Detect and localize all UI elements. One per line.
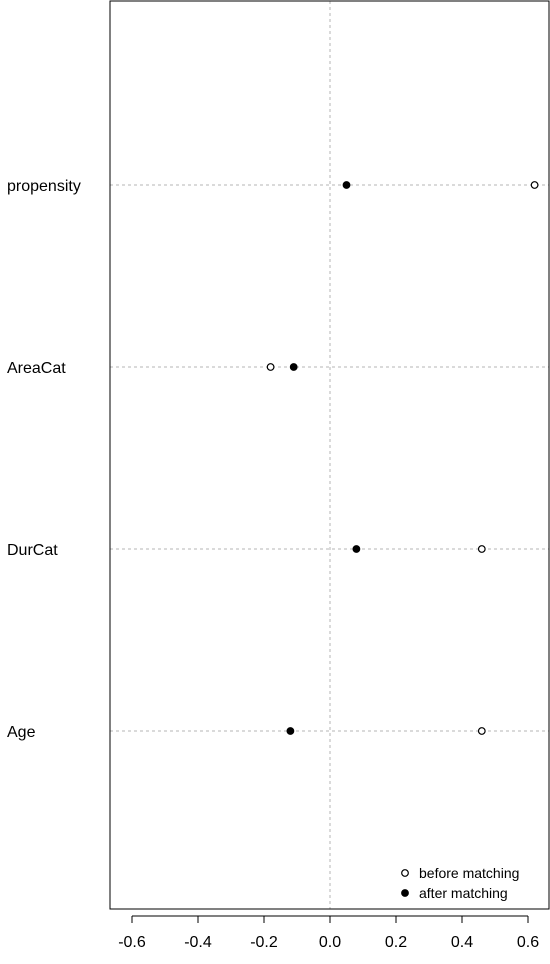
x-tick-label-3: 0.0 [319,934,341,951]
data-points [266,181,539,735]
plot-frame [109,0,550,910]
category-labels: propensity AreaCat DurCat Age [7,178,81,741]
category-label-durcat: DurCat [7,542,58,559]
grid-lines [110,1,549,909]
point-after-age [286,727,295,735]
x-tick-label-1: -0.4 [184,934,212,951]
legend-marker-before-matching [401,869,409,877]
point-after-areacat [289,363,298,371]
legend: before matching after matching [401,865,519,901]
x-tick-label-2: -0.2 [250,934,278,951]
legend-label-before-matching: before matching [419,865,519,881]
point-before-areacat [266,363,275,371]
x-axis: -0.6 -0.4 -0.2 0.0 0.2 0.4 0.6 [118,915,539,951]
x-tick-label-6: 0.6 [517,934,539,951]
x-tick-label-5: 0.4 [451,934,473,951]
x-tick-label-4: 0.2 [385,934,407,951]
point-before-durcat [477,545,486,553]
category-label-age: Age [7,724,36,741]
category-label-propensity: propensity [7,178,81,195]
legend-label-after-matching: after matching [419,885,508,901]
point-before-age [477,727,486,735]
legend-marker-after-matching [401,889,409,897]
point-before-propensity [530,181,539,189]
point-after-durcat [352,545,361,553]
point-after-propensity [342,181,351,189]
x-tick-label-0: -0.6 [118,934,146,951]
category-label-areacat: AreaCat [7,360,66,377]
